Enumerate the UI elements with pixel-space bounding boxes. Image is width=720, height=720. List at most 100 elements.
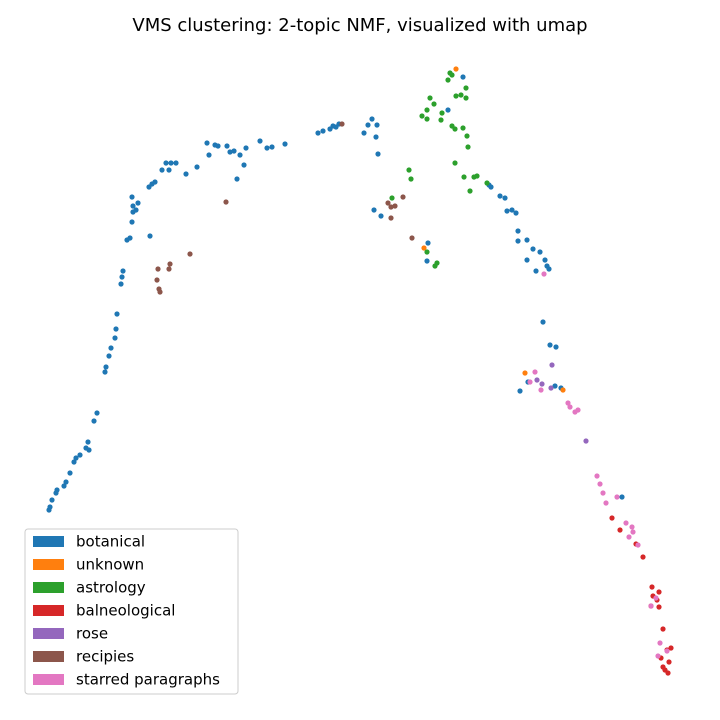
point: [127, 235, 133, 241]
point: [445, 107, 451, 113]
point: [623, 520, 629, 526]
point: [660, 626, 666, 632]
point: [204, 140, 210, 146]
legend-swatch: [33, 651, 64, 662]
point: [155, 266, 161, 272]
point: [653, 595, 659, 601]
point: [425, 240, 431, 246]
point: [649, 584, 655, 590]
point: [445, 77, 451, 83]
point: [538, 387, 544, 393]
point: [542, 257, 548, 263]
point: [630, 529, 636, 535]
point: [517, 388, 523, 394]
point: [609, 515, 615, 521]
legend-swatch: [33, 674, 64, 685]
point: [166, 266, 172, 272]
point: [461, 174, 467, 180]
point: [373, 134, 379, 140]
point: [224, 143, 230, 149]
point: [424, 107, 430, 113]
point: [168, 160, 174, 166]
point: [656, 604, 662, 610]
point: [237, 152, 243, 158]
point: [474, 173, 480, 179]
point: [502, 195, 508, 201]
point: [71, 459, 77, 465]
point: [524, 257, 530, 263]
point: [515, 228, 521, 234]
point: [374, 122, 380, 128]
point: [460, 74, 466, 80]
point: [431, 101, 437, 107]
point: [434, 260, 440, 266]
point: [419, 113, 425, 119]
point: [635, 542, 641, 548]
point: [147, 233, 153, 239]
point: [388, 204, 394, 210]
point: [320, 128, 326, 134]
point: [187, 251, 193, 257]
point: [269, 144, 275, 150]
point: [540, 319, 546, 325]
point: [421, 245, 427, 251]
point: [463, 95, 469, 101]
point: [129, 194, 135, 200]
point: [114, 311, 120, 317]
point: [223, 199, 229, 205]
point: [152, 179, 158, 185]
point: [549, 362, 555, 368]
point: [527, 379, 533, 385]
point: [552, 383, 558, 389]
point: [157, 289, 163, 295]
point: [453, 93, 459, 99]
point: [49, 497, 55, 503]
point: [167, 261, 173, 267]
point: [567, 404, 573, 410]
legend-label: unknown: [76, 556, 144, 574]
point: [106, 353, 112, 359]
point: [614, 494, 620, 500]
point: [463, 85, 469, 91]
point: [617, 527, 623, 533]
point: [424, 258, 430, 264]
point: [86, 447, 92, 453]
point: [547, 342, 553, 348]
point: [120, 268, 126, 274]
point: [409, 235, 415, 241]
point: [130, 203, 136, 209]
point: [206, 152, 212, 158]
point: [133, 207, 139, 213]
point: [257, 138, 263, 144]
point: [565, 400, 571, 406]
point: [504, 208, 510, 214]
point: [572, 409, 578, 415]
point: [406, 167, 412, 173]
point: [626, 534, 632, 540]
point: [91, 418, 97, 424]
legend-label: astrology: [76, 579, 146, 597]
point: [119, 274, 125, 280]
point: [73, 455, 79, 461]
legend: botanical unknown astrology balneological ro…: [24, 528, 239, 695]
point: [315, 130, 321, 136]
point: [173, 160, 179, 166]
point: [94, 410, 100, 416]
point: [241, 162, 247, 168]
point: [438, 117, 444, 123]
legend-box: [24, 528, 239, 695]
point: [537, 249, 543, 255]
points: [46, 66, 674, 676]
point: [522, 370, 528, 376]
point: [452, 160, 458, 166]
point: [427, 95, 433, 101]
point: [594, 473, 600, 479]
point: [118, 281, 124, 287]
point: [464, 133, 470, 139]
point: [113, 326, 119, 332]
point: [154, 277, 160, 283]
point: [467, 188, 473, 194]
point: [47, 504, 53, 510]
point: [488, 184, 494, 190]
